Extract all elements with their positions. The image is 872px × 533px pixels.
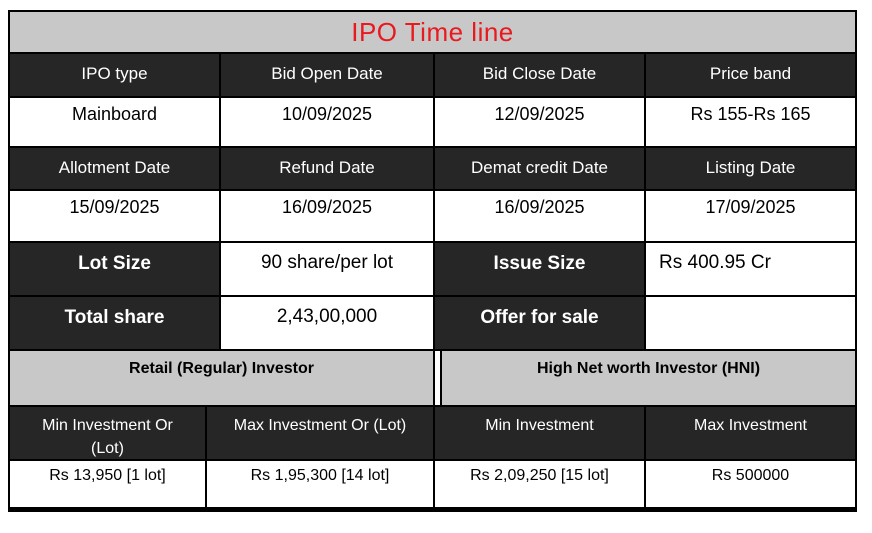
header-listing-date: Listing Date [646,148,855,189]
value-price-band: Rs 155-Rs 165 [646,98,855,146]
ipo-timeline-table: IPO Time line IPO type Bid Open Date Bid… [8,10,857,512]
page-title: IPO Time line [10,12,855,52]
investor-section-header-row: Retail (Regular) Investor High Net worth… [10,351,855,405]
value-retail-max-investment: Rs 1,95,300 [14 lot] [207,461,433,507]
title-row: IPO Time line [10,12,855,52]
timeline-header-row-2: Allotment Date Refund Date Demat credit … [10,148,855,189]
value-ipo-type: Mainboard [10,98,219,146]
header-demat-credit-date: Demat credit Date [435,148,644,189]
header-hni-min-investment: Min Investment [435,407,644,459]
hni-investor-header: High Net worth Investor (HNI) [442,351,855,405]
header-refund-date: Refund Date [221,148,433,189]
timeline-header-row-1: IPO type Bid Open Date Bid Close Date Pr… [10,54,855,96]
header-retail-max-investment: Max Investment Or (Lot) [207,407,433,459]
header-bid-open-date: Bid Open Date [221,54,433,96]
value-refund-date: 16/09/2025 [221,191,433,241]
value-hni-max-investment: Rs 500000 [646,461,855,507]
header-price-band: Price band [646,54,855,96]
label-issue-size: Issue Size [435,243,644,295]
value-offer-for-sale [646,297,855,349]
value-lot-size: 90 share/per lot [221,243,433,295]
label-total-share: Total share [10,297,219,349]
timeline-value-row-2: 15/09/2025 16/09/2025 16/09/2025 17/09/2… [10,191,855,241]
value-retail-min-investment: Rs 13,950 [1 lot] [10,461,205,507]
section-divider [435,351,440,405]
header-retail-min-investment: Min Investment Or (Lot) [10,407,205,459]
value-bid-close-date: 12/09/2025 [435,98,644,146]
value-listing-date: 17/09/2025 [646,191,855,241]
value-issue-size: Rs 400.95 Cr [646,243,855,295]
investment-value-row: Rs 13,950 [1 lot] Rs 1,95,300 [14 lot] R… [10,461,855,507]
total-share-row: Total share 2,43,00,000 Offer for sale [10,297,855,349]
value-allotment-date: 15/09/2025 [10,191,219,241]
header-bid-close-date: Bid Close Date [435,54,644,96]
lot-issue-row: Lot Size 90 share/per lot Issue Size Rs … [10,243,855,295]
value-bid-open-date: 10/09/2025 [221,98,433,146]
header-ipo-type: IPO type [10,54,219,96]
value-demat-credit-date: 16/09/2025 [435,191,644,241]
value-hni-min-investment: Rs 2,09,250 [15 lot] [435,461,644,507]
label-offer-for-sale: Offer for sale [435,297,644,349]
investment-header-row: Min Investment Or (Lot) Max Investment O… [10,407,855,459]
header-hni-max-investment: Max Investment [646,407,855,459]
value-total-share: 2,43,00,000 [221,297,433,349]
retail-investor-header: Retail (Regular) Investor [10,351,433,405]
label-lot-size: Lot Size [10,243,219,295]
timeline-value-row-1: Mainboard 10/09/2025 12/09/2025 Rs 155-R… [10,98,855,146]
header-allotment-date: Allotment Date [10,148,219,189]
